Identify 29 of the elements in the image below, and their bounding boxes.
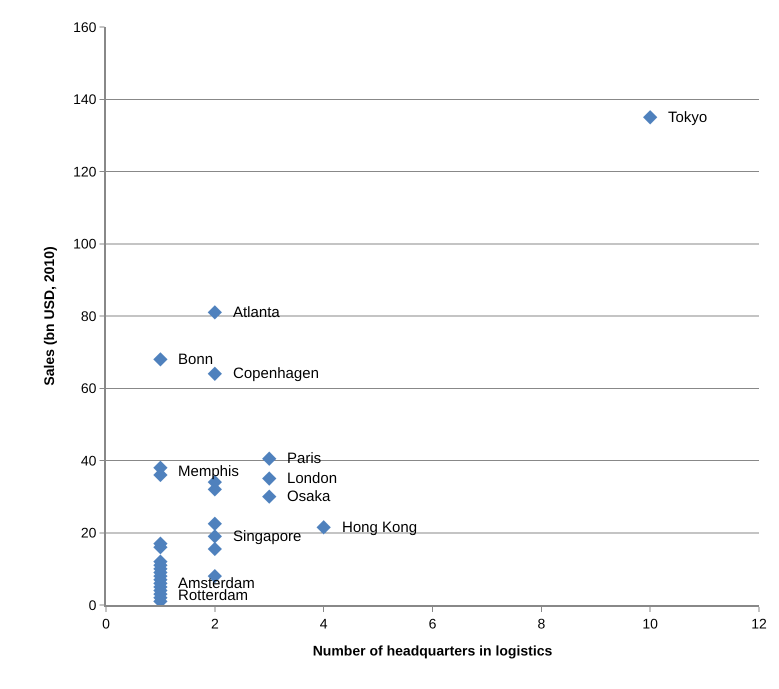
annotation: Singapore (233, 528, 302, 545)
y-tick-label: 60 (80, 380, 97, 396)
y-tick-label: 120 (73, 163, 97, 180)
x-tick-label: 2 (210, 616, 219, 632)
annotation: Atlanta (233, 304, 280, 321)
annotation: London (287, 470, 338, 487)
y-tick-label: 140 (73, 91, 97, 108)
x-tick-label: 12 (751, 616, 767, 632)
y-tick-label: 20 (80, 524, 97, 541)
y-tick-label: 80 (80, 308, 97, 324)
annotation: Hong Kong (342, 519, 418, 536)
y-tick-label: 100 (73, 236, 97, 252)
x-tick-label: 4 (320, 616, 328, 632)
y-tick-label: 160 (73, 18, 97, 35)
annotation: Copenhagen (233, 365, 319, 382)
y-axis-title: Sales (bn USD, 2010) (41, 246, 58, 386)
x-axis-title: Number of headquarters in logistics (312, 642, 553, 658)
x-tick-label: 10 (642, 616, 658, 632)
annotation: Tokyo (668, 109, 708, 126)
x-tick-label: 0 (102, 616, 110, 632)
annotation: Bonn (178, 351, 214, 368)
annotation: Rotterdam (178, 587, 248, 604)
x-tick-label: 6 (428, 616, 437, 632)
y-tick-label: 0 (88, 596, 97, 613)
x-tick-label: 8 (537, 616, 546, 632)
annotation: Memphis (178, 463, 239, 480)
annotation: Osaka (287, 488, 332, 505)
y-tick-label: 40 (80, 452, 97, 468)
annotation: Paris (287, 450, 322, 467)
